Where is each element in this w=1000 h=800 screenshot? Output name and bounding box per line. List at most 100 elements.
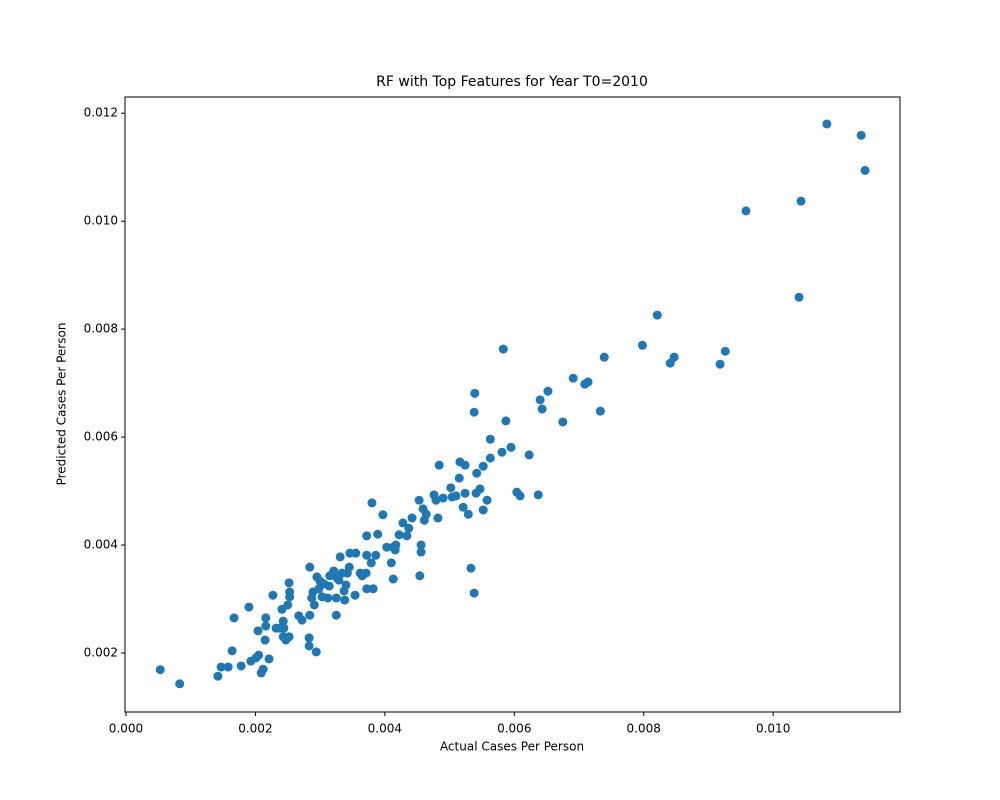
x-tick-label: 0.002 [238,722,272,736]
point [535,395,545,405]
point [227,646,237,656]
point [794,292,804,302]
point [415,571,425,581]
point [414,495,424,505]
point [515,491,525,501]
point [466,563,476,573]
y-axis-label: Predicted Cases Per Person [55,323,69,486]
point [388,574,398,584]
point [498,344,508,354]
point [822,119,832,129]
point [599,352,609,362]
point [368,584,378,594]
point [416,540,426,550]
point [261,621,271,631]
x-axis-label: Actual Cases Per Person [440,740,584,754]
point [533,490,543,500]
x-tick-label: 0.006 [497,722,531,736]
point [543,386,553,396]
point [451,491,461,501]
point [223,662,233,672]
point [595,406,605,416]
point [341,580,351,590]
x-tick-label: 0.008 [627,722,661,736]
point [258,664,268,674]
point [669,352,679,362]
point [324,581,334,591]
point [433,513,443,523]
point [501,416,511,426]
point [285,587,295,597]
x-tick-label: 0.004 [368,722,402,736]
point [438,493,448,503]
point [394,530,404,540]
point [421,509,431,519]
point [264,654,274,664]
x-tick-label: 0.000 [109,722,143,736]
point [568,373,578,383]
point [472,468,482,478]
point [361,568,371,578]
point [856,130,866,140]
point [402,531,412,541]
y-tick-label: 0.012 [84,106,118,120]
point [475,484,485,494]
point [469,407,479,417]
point [155,665,165,675]
point [715,359,725,369]
y-tick-label: 0.008 [84,322,118,336]
point [558,417,568,427]
point [434,460,444,470]
point [279,623,289,633]
point [362,584,372,594]
y-tick-label: 0.004 [84,538,118,552]
point [470,388,480,398]
point [482,495,492,505]
point [350,590,360,600]
point [485,453,495,463]
point [469,588,479,598]
point [416,547,426,557]
point [720,346,730,356]
point [351,548,361,558]
point [175,679,185,689]
y-tick-label: 0.002 [84,645,118,659]
point [366,558,376,568]
point [537,404,547,414]
point [652,310,662,320]
point [253,626,263,636]
point [382,542,392,552]
point [329,566,339,576]
point [331,610,341,620]
x-tick-label: 0.010 [756,722,790,736]
y-tick-label: 0.006 [84,430,118,444]
point [446,483,456,493]
point [386,558,396,568]
point [284,632,294,642]
point [371,550,381,560]
point [305,610,315,620]
point [583,377,593,387]
point [391,540,401,550]
point [236,661,246,671]
point [261,613,271,623]
point [334,575,344,585]
point [463,509,473,519]
point [373,529,383,539]
point [311,647,321,657]
point [229,613,239,623]
point [362,531,372,541]
point [485,434,495,444]
point [278,616,288,626]
point [323,593,333,603]
point [284,578,294,588]
chart-title: RF with Top Features for Year T0=2010 [376,74,648,90]
point [637,340,647,350]
point [497,447,507,457]
point [304,633,314,643]
point [860,165,870,175]
point [213,671,223,681]
point [458,502,468,512]
point [796,196,806,206]
